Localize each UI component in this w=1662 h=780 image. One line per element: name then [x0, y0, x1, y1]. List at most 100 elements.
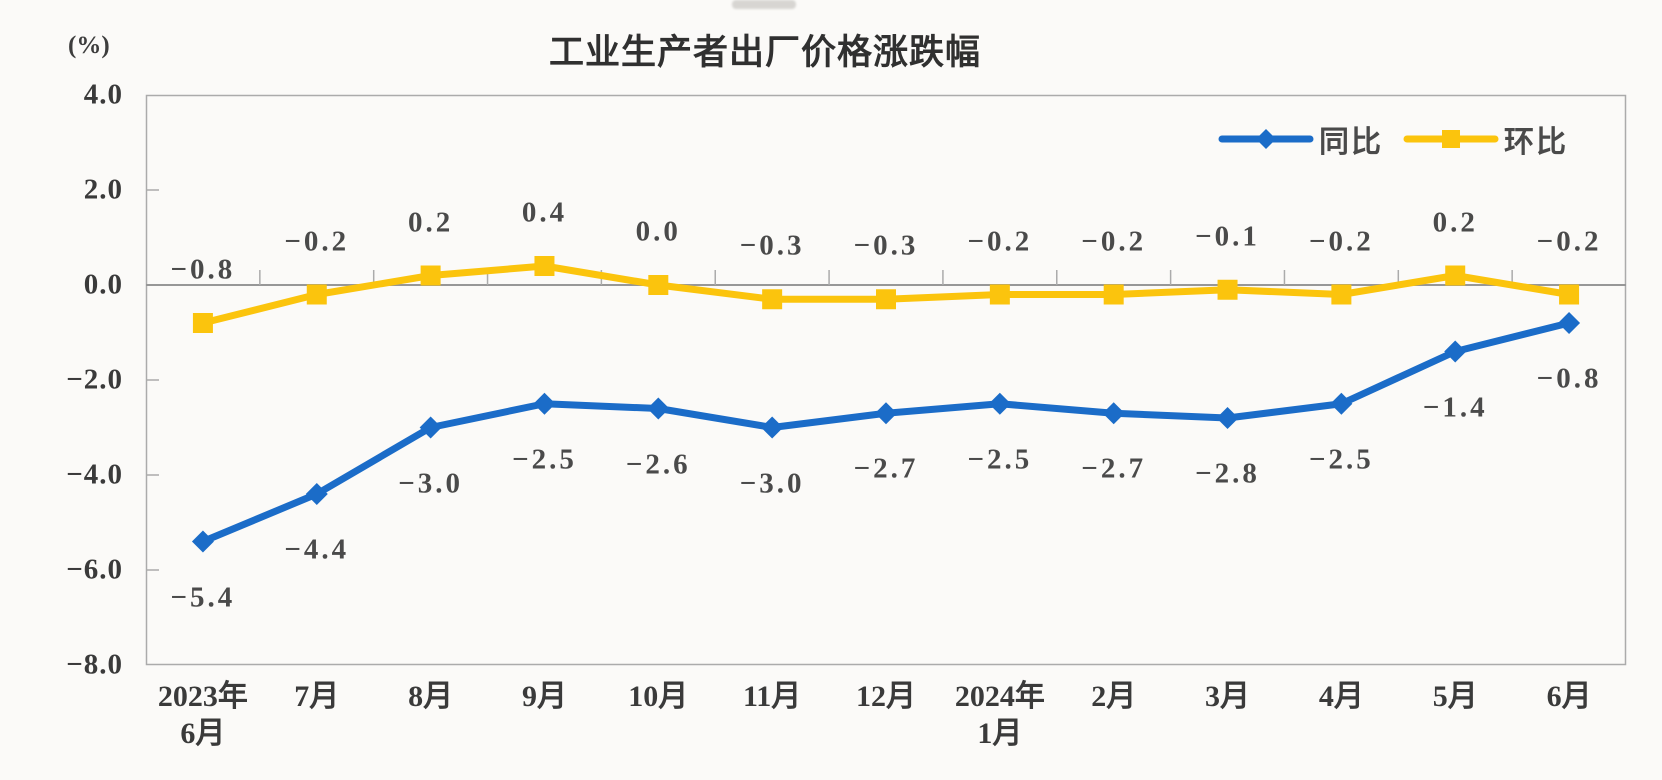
x-axis-category-label: 10月 — [628, 678, 688, 715]
mom-marker — [1445, 265, 1466, 286]
y-axis-tick-label: −8.0 — [66, 648, 123, 681]
legend-swatch-yoy — [1218, 129, 1314, 149]
x-axis-category-line: 2024年 — [954, 680, 1045, 713]
plot-area: −5.4 −4.4 −3.0 −2.5 −2.6 −3.0 −2.7 −2.5 −2.7 −2.8… — [145, 94, 1627, 666]
yoy-data-label: −2.8 — [1195, 457, 1260, 490]
y-axis-tick-label: 2.0 — [83, 173, 123, 206]
x-axis-category-label: 3月 — [1205, 678, 1250, 715]
plot-canvas — [145, 94, 1627, 666]
mom-data-label: 0.2 — [407, 206, 454, 238]
yoy-data-label: −2.6 — [625, 448, 691, 480]
legend-marker-mom — [1442, 130, 1460, 148]
yoy-data-label: −1.4 — [1422, 391, 1488, 423]
yoy-marker — [191, 530, 214, 553]
yoy-marker — [875, 402, 897, 425]
mom-marker — [306, 284, 327, 305]
x-axis-category-line: 4月 — [1318, 680, 1364, 713]
x-axis-category-label: 6月 — [1547, 678, 1592, 715]
yoy-marker — [1330, 392, 1353, 415]
yoy-data-label: −2.5 — [512, 443, 577, 476]
yoy-marker — [1102, 402, 1125, 425]
mom-marker — [1331, 284, 1352, 305]
yoy-marker — [1216, 407, 1239, 429]
top-edge-artifact — [732, 0, 796, 9]
mom-data-label: −0.3 — [739, 229, 805, 262]
mom-data-label: 0.2 — [1432, 206, 1478, 238]
x-axis-category-line: 2023年 — [157, 680, 248, 713]
mom-data-label: −0.2 — [1536, 225, 1602, 257]
mom-marker — [1103, 284, 1124, 305]
yoy-marker — [419, 416, 442, 439]
yoy-data-label: −2.5 — [1308, 443, 1374, 476]
yoy-marker — [1444, 340, 1467, 363]
mom-data-label: −0.2 — [1308, 225, 1374, 257]
mom-marker — [534, 256, 555, 276]
x-axis-category-line: 5月 — [1432, 680, 1478, 713]
y-axis-tick-label: 0.0 — [83, 268, 123, 301]
x-axis-category-label: 2023年 6月 — [158, 678, 248, 752]
chart-title: 工业生产者出厂价格涨跌幅 — [548, 33, 982, 72]
series-mom — [192, 256, 1580, 333]
mom-marker — [876, 289, 896, 310]
x-axis-category-label: 12月 — [856, 678, 916, 715]
x-axis-category-label: 5月 — [1433, 678, 1478, 715]
x-axis-category-label: 11月 — [743, 678, 801, 715]
x-axis-category-label: 7月 — [294, 678, 339, 715]
yoy-data-label: −3.0 — [398, 467, 463, 499]
x-axis-category-label: 9月 — [522, 678, 567, 715]
mom-data-label: 0.4 — [521, 196, 568, 229]
x-axis-category-line: 1月 — [977, 717, 1023, 750]
y-axis-tick-label: −6.0 — [66, 553, 123, 586]
x-axis-category-line: 12月 — [856, 680, 916, 713]
x-axis-category-line: 2月 — [1091, 680, 1137, 713]
legend: 同比 环比 — [1218, 117, 1568, 161]
legend-marker-yoy — [1256, 129, 1276, 149]
legend-item-yoy: 同比 — [1218, 117, 1383, 161]
yoy-data-label: −4.4 — [284, 533, 350, 566]
mom-data-label: −0.2 — [284, 225, 350, 257]
yoy-data-label: −3.0 — [739, 467, 805, 499]
mom-marker — [648, 275, 669, 295]
yoy-marker — [988, 392, 1011, 415]
x-axis-category-line: 6月 — [1546, 680, 1592, 713]
y-axis-tick-label: 4.0 — [83, 78, 123, 111]
legend-item-mom: 环比 — [1403, 117, 1568, 161]
yoy-data-label: −0.8 — [1536, 362, 1602, 395]
x-axis-category-line: 10月 — [628, 680, 689, 713]
yoy-data-label: −5.4 — [170, 581, 236, 613]
yoy-data-label: −2.5 — [967, 443, 1033, 476]
series-yoy-line — [199, 319, 1573, 545]
yoy-marker — [761, 416, 784, 439]
x-axis-category-label: 8月 — [408, 678, 453, 715]
mom-data-label: −0.2 — [967, 225, 1033, 257]
x-axis-category-label: 2024年 1月 — [955, 678, 1045, 752]
yoy-marker — [647, 397, 670, 420]
yoy-marker — [1558, 312, 1581, 334]
x-axis-category-line: 7月 — [294, 680, 340, 713]
mom-marker — [989, 284, 1010, 305]
mom-marker — [1559, 284, 1580, 305]
legend-label-yoy: 同比 — [1319, 126, 1383, 159]
mom-data-label: −0.3 — [853, 229, 919, 262]
series-yoy — [191, 312, 1581, 553]
yoy-marker — [533, 392, 556, 415]
plot-border — [145, 94, 1627, 666]
mom-marker — [420, 265, 441, 286]
mom-marker — [762, 289, 783, 310]
x-axis-category-line: 6月 — [180, 717, 226, 750]
mom-marker — [192, 313, 213, 333]
mom-data-label: −0.1 — [1195, 220, 1260, 253]
x-axis-category-line: 3月 — [1205, 680, 1251, 713]
mom-data-label: −0.8 — [170, 253, 236, 286]
yoy-data-label: −2.7 — [853, 452, 919, 485]
y-axis-unit-label: (%) — [68, 32, 110, 59]
legend-swatch-mom — [1403, 130, 1499, 148]
yoy-data-label: −2.7 — [1081, 452, 1147, 485]
mom-data-label: −0.2 — [1081, 225, 1147, 257]
x-axis-category-label: 2月 — [1091, 678, 1136, 715]
x-axis-category-line: 11月 — [742, 680, 802, 713]
mom-data-label: 0.0 — [635, 215, 681, 248]
x-axis-category-label: 4月 — [1319, 678, 1364, 715]
yoy-marker — [305, 483, 328, 505]
